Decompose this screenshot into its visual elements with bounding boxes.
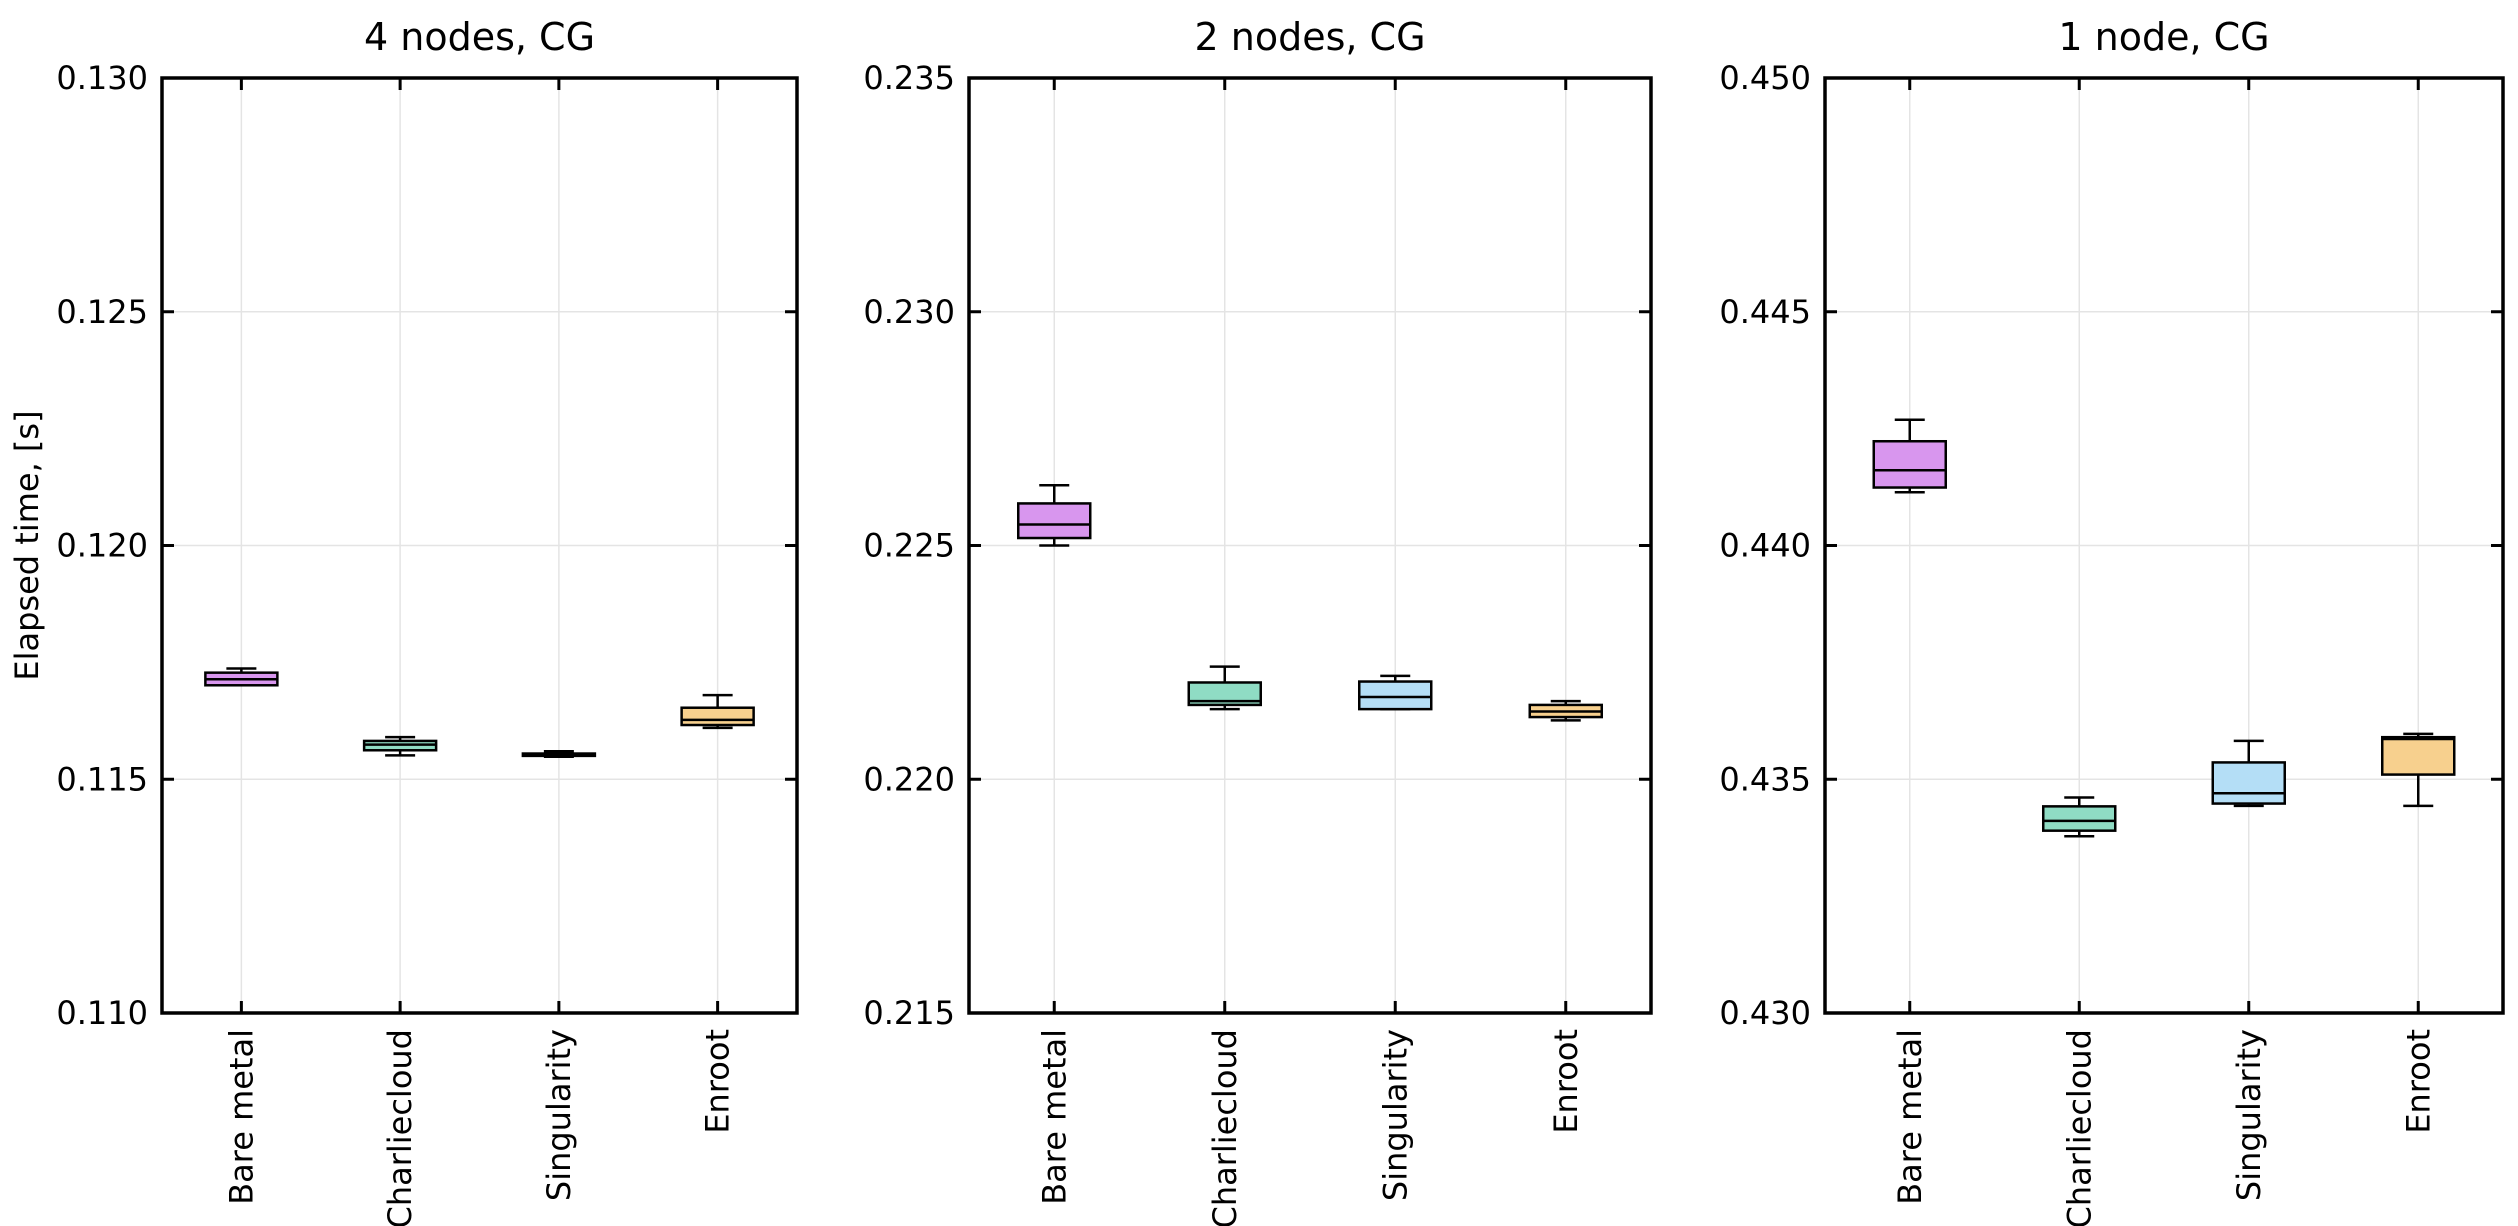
- box-bare-metal: [1872, 418, 1947, 494]
- x-tick-label-singularity: Singularity: [540, 1029, 578, 1201]
- y-tick-label: 0.450: [1719, 59, 1811, 97]
- x-tick-label-charliecloud: Charliecloud: [1206, 1029, 1244, 1226]
- y-tick-label: 0.115: [56, 760, 148, 798]
- x-tick-label-bare-metal: Bare metal: [222, 1029, 260, 1205]
- y-tick-label: 0.120: [56, 527, 148, 565]
- x-tick-label-singularity: Singularity: [1376, 1029, 1414, 1201]
- y-tick-label: 0.220: [863, 760, 955, 798]
- box-enroot: [1528, 699, 1603, 722]
- y-axis-label: Elapsed time, [s]: [8, 410, 46, 680]
- box-iqr: [1187, 681, 1262, 707]
- y-tick-label: 0.110: [56, 994, 148, 1032]
- box-charliecloud: [1187, 665, 1262, 711]
- x-tick-label-charliecloud: Charliecloud: [381, 1029, 419, 1226]
- box-singularity: [521, 749, 597, 759]
- panel-1: 4 nodes, CG Elapsed time, [s] 0.110 0.115 0.…: [8, 15, 799, 1226]
- box-bare-metal: [1017, 483, 1092, 547]
- y-tick-label: 0.435: [1719, 760, 1811, 798]
- box-iqr: [680, 706, 755, 727]
- box-enroot: [680, 693, 755, 730]
- panel-title: 2 nodes, CG: [1194, 15, 1425, 59]
- y-tick-label: 0.430: [1719, 994, 1811, 1032]
- y-tick-label: 0.235: [863, 59, 955, 97]
- panel-title: 1 node, CG: [2058, 15, 2269, 59]
- panel-title: 4 nodes, CG: [364, 15, 595, 59]
- x-tick-label-charliecloud: Charliecloud: [2060, 1029, 2098, 1226]
- box-iqr: [1358, 680, 1433, 711]
- y-tick-label: 0.225: [863, 527, 955, 565]
- box-enroot: [2381, 732, 2456, 808]
- box-bare-metal: [204, 667, 279, 687]
- panel-3: 1 node, CG 0.430 0.435 0.440 0.445 0.450 Bare …: [1719, 15, 2505, 1226]
- box-singularity: [2211, 739, 2286, 808]
- x-tick-label-bare-metal: Bare metal: [1891, 1029, 1929, 1205]
- plot-frame: [967, 76, 1653, 1015]
- box-iqr: [2211, 761, 2286, 805]
- box-iqr: [1872, 439, 1947, 489]
- y-tick-label: 0.130: [56, 59, 148, 97]
- y-tick-label: 0.215: [863, 994, 955, 1032]
- box-iqr: [2381, 735, 2456, 776]
- y-tick-label: 0.230: [863, 293, 955, 331]
- x-tick-label-singularity: Singularity: [2230, 1029, 2268, 1201]
- box-charliecloud: [2042, 796, 2117, 838]
- x-tick-label-enroot: Enroot: [2399, 1029, 2437, 1134]
- box-charliecloud: [362, 735, 438, 757]
- plot-frame: [160, 76, 799, 1015]
- panel-2: 2 nodes, CG 0.215 0.220 0.225 0.230 0.235 Bare…: [863, 15, 1653, 1226]
- y-tick-label: 0.445: [1719, 293, 1811, 331]
- x-tick-label-enroot: Enroot: [1547, 1029, 1585, 1134]
- x-tick-label-bare-metal: Bare metal: [1035, 1029, 1073, 1205]
- y-tick-label: 0.440: [1719, 527, 1811, 565]
- box-singularity: [1358, 674, 1433, 711]
- box-iqr: [2042, 805, 2117, 832]
- plot-frame: [1823, 76, 2505, 1015]
- box-iqr: [1017, 502, 1092, 540]
- y-tick-label: 0.125: [56, 293, 148, 331]
- x-tick-label-enroot: Enroot: [699, 1029, 737, 1134]
